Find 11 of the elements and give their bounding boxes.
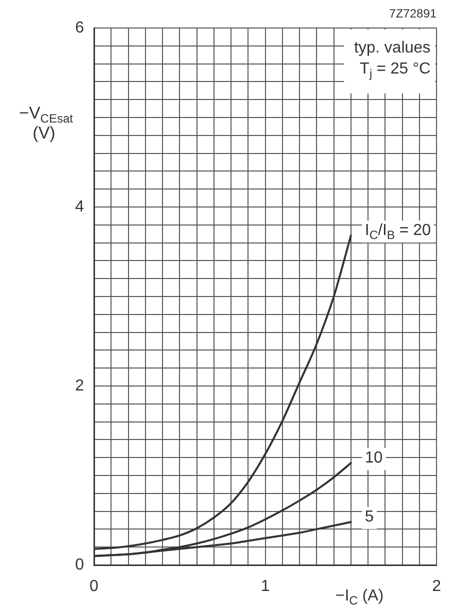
x-tick-label: 0	[90, 578, 99, 596]
series-label: 10	[364, 449, 383, 466]
annotation: typ. values	[354, 39, 431, 56]
y-tick-label: 4	[75, 198, 84, 216]
y-tick-label: 2	[75, 377, 84, 394]
text: 7Z72891	[389, 6, 437, 20]
x-tick-label: 2	[432, 578, 442, 596]
y-tick-label: 6	[75, 19, 84, 36]
series-label: 5	[364, 508, 374, 526]
x-tick-label: 1	[260, 578, 270, 596]
y-tick-label: 0	[75, 556, 84, 574]
